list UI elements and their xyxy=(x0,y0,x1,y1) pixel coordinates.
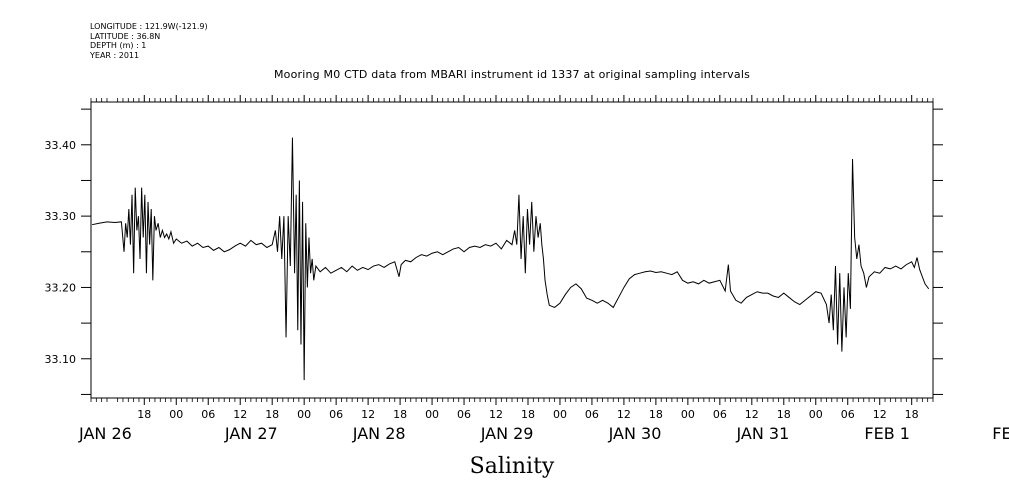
x-day-label: JAN 29 xyxy=(480,424,534,443)
x-tick-label: 12 xyxy=(873,408,887,421)
x-tick-label: 18 xyxy=(777,408,791,421)
year-label: YEAR : 2011 xyxy=(90,50,140,60)
x-tick-label: 18 xyxy=(649,408,663,421)
x-tick-label: 12 xyxy=(745,408,759,421)
x-tick-label: 12 xyxy=(233,408,247,421)
x-day-label: JAN 26 xyxy=(78,424,132,443)
x-tick-label: 12 xyxy=(489,408,503,421)
x-axis-label: Salinity xyxy=(469,454,555,479)
x-tick-label: 06 xyxy=(201,408,215,421)
y-tick-label: 33.40 xyxy=(45,139,77,152)
x-tick-label: 12 xyxy=(361,408,375,421)
x-tick-label: 06 xyxy=(329,408,343,421)
x-day-label: JAN 30 xyxy=(608,424,662,443)
longitude-label: LONGITUDE : 121.9W(-121.9) xyxy=(90,22,208,31)
x-tick-label: 00 xyxy=(169,408,183,421)
salinity-series-line xyxy=(91,137,930,381)
plot-frame xyxy=(90,101,934,399)
x-tick-label: 18 xyxy=(265,408,279,421)
x-day-label: JAN 28 xyxy=(352,424,406,443)
x-day-label: JAN 31 xyxy=(735,424,789,443)
x-tick-label: 18 xyxy=(905,408,919,421)
x-tick-label: 18 xyxy=(137,408,151,421)
y-tick-label: 33.10 xyxy=(45,353,77,366)
x-tick-label: 00 xyxy=(425,408,439,421)
metadata-block: LONGITUDE : 121.9W(-121.9) LATITUDE : 36… xyxy=(90,22,208,60)
x-tick-label: 06 xyxy=(585,408,599,421)
x-tick-label: 18 xyxy=(521,408,535,421)
x-tick-label: 00 xyxy=(681,408,695,421)
latitude-label: LATITUDE : 36.8N xyxy=(90,31,161,41)
x-tick-label: 06 xyxy=(841,408,855,421)
x-tick-label: 00 xyxy=(809,408,823,421)
chart-title: Mooring M0 CTD data from MBARI instrumen… xyxy=(273,68,751,81)
x-tick-label: 06 xyxy=(457,408,471,421)
x-day-label: FEB 2 xyxy=(992,424,1009,443)
x-tick-label: 00 xyxy=(297,408,311,421)
y-tick-label: 33.30 xyxy=(45,210,77,223)
x-tick-label: 06 xyxy=(713,408,727,421)
depth-label: DEPTH (m) : 1 xyxy=(90,41,147,50)
x-tick-label: 12 xyxy=(617,408,631,421)
x-tick-label: 18 xyxy=(393,408,407,421)
x-tick-label: 00 xyxy=(553,408,567,421)
x-day-label: FEB 1 xyxy=(864,424,910,443)
x-day-label: JAN 27 xyxy=(224,424,278,443)
y-tick-label: 33.20 xyxy=(45,281,77,294)
